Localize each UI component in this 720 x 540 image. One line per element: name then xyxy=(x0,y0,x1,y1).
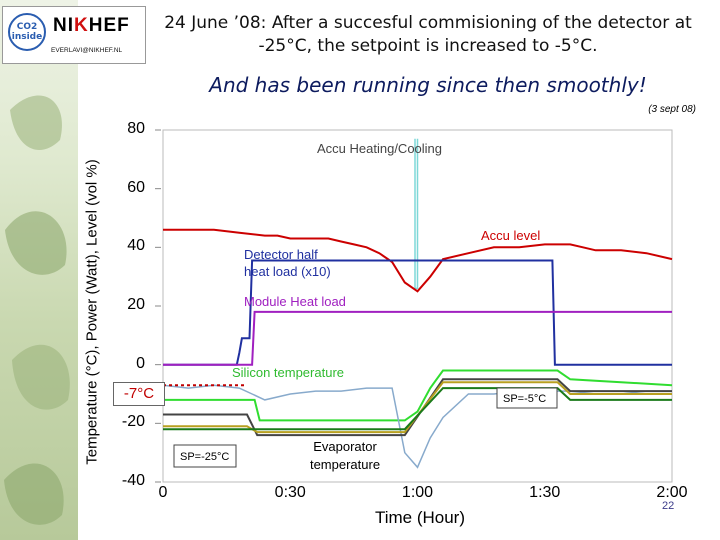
tick-marks xyxy=(155,129,161,483)
series-line-1 xyxy=(163,228,673,293)
annotation-evaporator-2: temperature xyxy=(310,457,380,472)
nikhef-logo-part-1: NI xyxy=(53,15,74,36)
y-tick-label: 0 xyxy=(136,354,145,372)
inside-logo-text: inside xyxy=(11,32,43,42)
x-tick-label: 1:30 xyxy=(529,484,561,501)
annotation-accu-heating: Accu Heating/Cooling xyxy=(317,141,442,156)
y-tick-label: 80 xyxy=(127,120,145,137)
annotation-module-heat: Module Heat load xyxy=(244,294,346,309)
series-layer xyxy=(162,138,673,469)
series-line-2 xyxy=(163,259,672,366)
annotation-accu-level: Accu level xyxy=(481,228,540,243)
y-axis-label: Temperature (°C), Power (Watt), Level (v… xyxy=(83,159,101,465)
series-line-0 xyxy=(414,138,419,290)
annotation-evaporator-1: Evaporator xyxy=(313,439,377,454)
nikhef-logo-part-3: HEF xyxy=(88,15,130,36)
y-tick-label: -20 xyxy=(121,413,145,431)
background-strip xyxy=(0,0,78,540)
x-axis-label: Time (Hour) xyxy=(374,508,466,527)
slide-title: 24 June ’08: After a succesful commision… xyxy=(164,13,692,56)
x-tick-label: 1:00 xyxy=(401,484,434,501)
y-tick-label: 20 xyxy=(127,296,145,313)
x-tick-label: 2:00 xyxy=(656,484,688,501)
nikhef-logo-part-2: K xyxy=(74,15,89,36)
reference-label-minus7: -7°C xyxy=(113,382,165,406)
unlabeled-series-line-2 xyxy=(163,387,672,431)
annotation-layer: Accu Heating/Cooling Accu level Detector… xyxy=(173,141,558,472)
leaf-decoration xyxy=(4,95,70,525)
series-line-4 xyxy=(163,369,673,422)
nikhef-logo: NIKHEF xyxy=(53,15,130,37)
date-note: (3 sept 08) xyxy=(648,104,696,115)
annotation-sp-minus5: SP=-5°C xyxy=(503,393,546,405)
annotation-detector-half-1: Detector half xyxy=(244,247,318,262)
logo-banner: CO2 inside NIKHEF EVERLAVI@NIKHEF.NL xyxy=(2,6,146,64)
annotation-detector-half-2: heat load (x10) xyxy=(244,264,331,279)
page-number: 22 xyxy=(662,500,675,512)
annotation-sp-minus25: SP=-25°C xyxy=(180,451,229,463)
slide-subtitle: And has been running since then smoothly… xyxy=(209,73,647,97)
co2-logo-text: CO2 xyxy=(16,22,38,32)
series-line-3 xyxy=(163,310,672,366)
annotation-sp-minus5-box xyxy=(496,387,558,409)
x-tick-label: 0:30 xyxy=(274,484,306,501)
x-tick-label: 0 xyxy=(158,484,168,501)
logo-email: EVERLAVI@NIKHEF.NL xyxy=(51,47,123,54)
y-tick-label: 60 xyxy=(127,178,145,196)
annotation-silicon: Silicon temperature xyxy=(232,365,344,380)
annotation-sp-minus25-box xyxy=(173,444,237,468)
co2-inside-logo: CO2 inside xyxy=(8,13,46,51)
y-tick-label: 40 xyxy=(127,237,145,255)
y-tick-label: -40 xyxy=(121,472,145,489)
